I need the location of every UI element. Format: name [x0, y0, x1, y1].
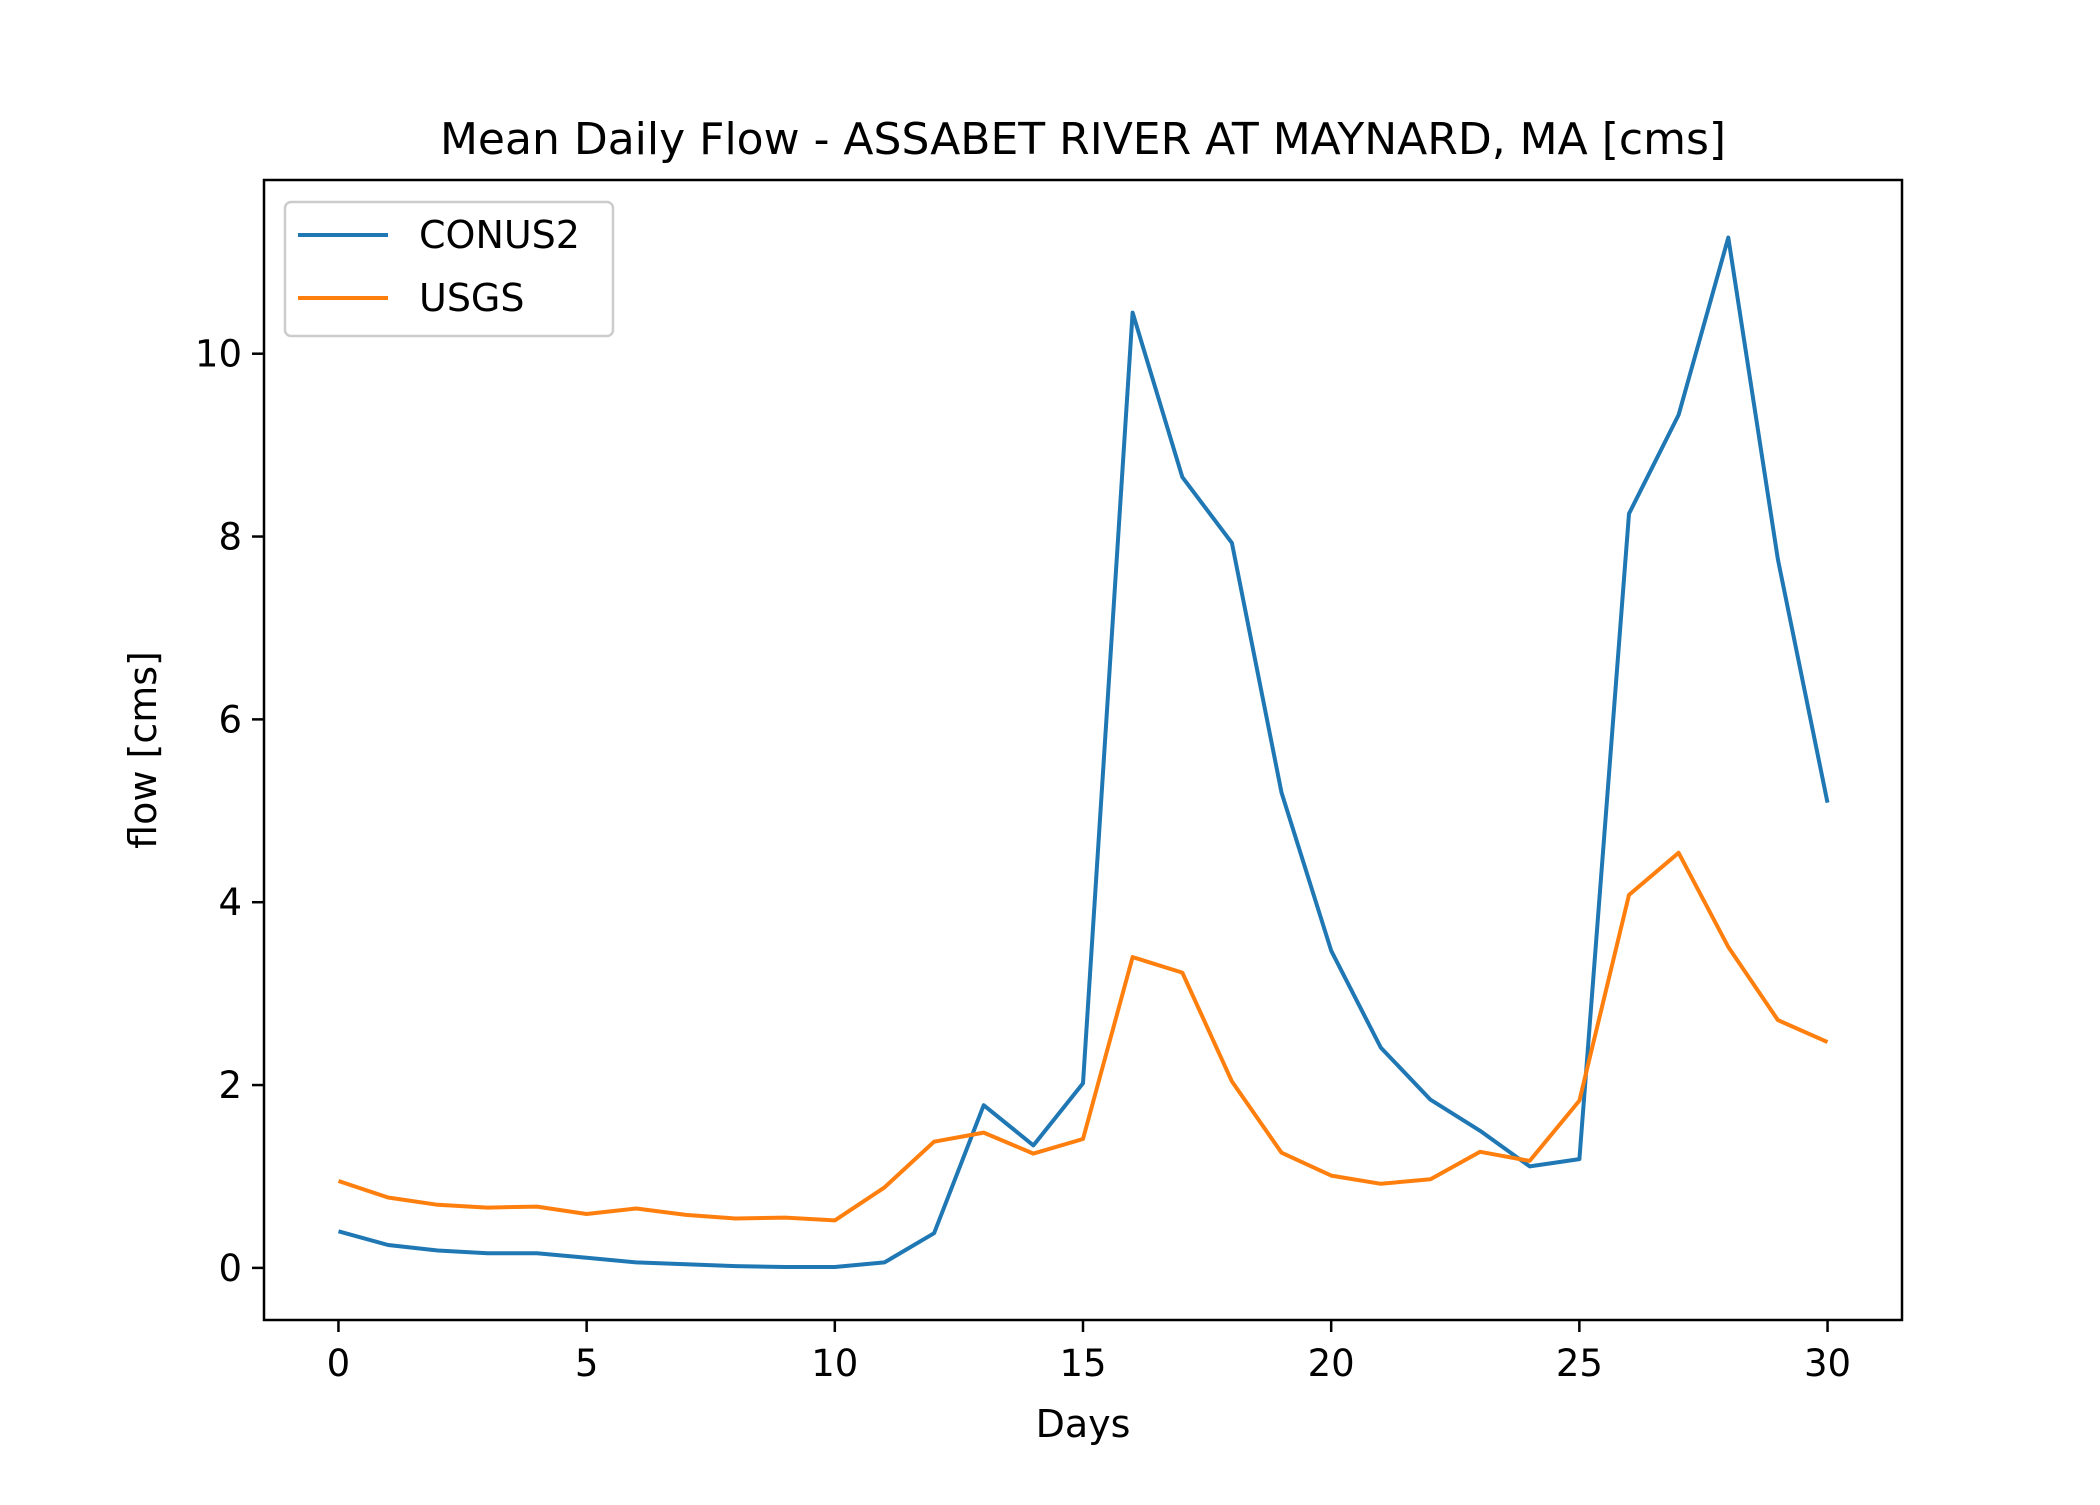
y-tick-label: 2: [218, 1064, 242, 1107]
chart-title: Mean Daily Flow - ASSABET RIVER AT MAYNA…: [440, 114, 1726, 165]
x-tick-label: 5: [575, 1342, 599, 1385]
legend: CONUS2 USGS: [283, 200, 615, 338]
y-tick-label: 4: [218, 881, 242, 924]
x-tick-label: 10: [811, 1342, 858, 1385]
y-axis-label: flow [cms]: [121, 651, 165, 849]
legend-label-conus2: CONUS2: [419, 213, 580, 257]
series-line-usgs: [337, 850, 1829, 1223]
x-axis-label: Days: [1036, 1402, 1131, 1446]
y-tick-label: 0: [218, 1247, 242, 1290]
legend-label-usgs: USGS: [419, 276, 525, 320]
y-tick-label: 6: [218, 698, 242, 741]
y-tick-label: 10: [195, 333, 242, 376]
x-tick-label: 15: [1059, 1342, 1106, 1385]
x-axis: 0 5 10 15 20 25 30: [327, 1320, 1851, 1385]
x-tick-label: 25: [1556, 1342, 1603, 1385]
plot-area: [264, 180, 1902, 1320]
x-tick-label: 30: [1804, 1342, 1851, 1385]
x-tick-label: 20: [1308, 1342, 1355, 1385]
series-layer: [337, 235, 1830, 1269]
y-tick-label: 8: [218, 516, 242, 559]
y-axis: 0 2 4 6 8 10: [195, 333, 264, 1290]
x-tick-label: 0: [327, 1342, 351, 1385]
series-line-conus2: [337, 235, 1830, 1269]
